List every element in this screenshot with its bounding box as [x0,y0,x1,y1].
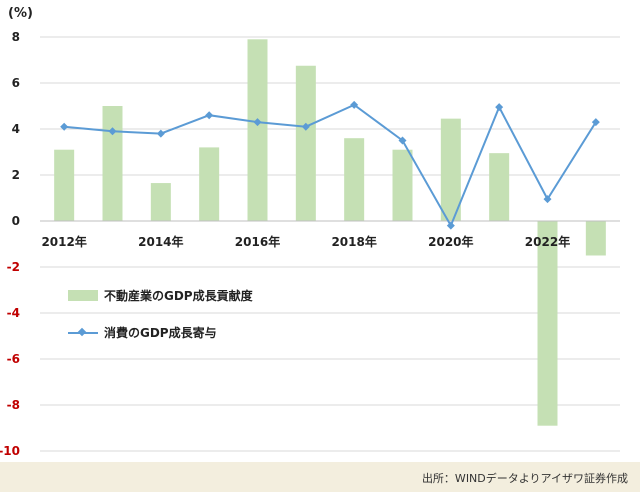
y-tick-label: 0 [12,214,20,228]
y-tick-label: -2 [7,260,20,274]
legend-line-label: 消費のGDP成長寄与 [104,326,217,340]
y-tick-label: 4 [12,122,20,136]
y-tick-label: -8 [7,398,20,412]
legend-bar-swatch [68,290,98,301]
x-tick-label: 2014年 [138,234,183,249]
legend-item-line: 消費のGDP成長寄与 [68,324,217,341]
bar [440,118,461,221]
line-point [591,118,600,127]
line-point [108,127,117,136]
x-tick-label: 2022年 [525,234,570,249]
y-axis-unit: (%) [8,6,33,21]
footer-bar: 出所：WINDデータよりアイザワ証券作成 [0,462,640,492]
line-point [495,103,504,112]
legend-bar-label: 不動産業のGDP成長貢献度 [104,289,253,303]
line-point [301,122,310,131]
bar [102,106,123,221]
bar [392,149,413,221]
bar [585,221,606,256]
y-tick-label: -4 [7,306,20,320]
line-point [446,221,455,230]
line-point [398,136,407,145]
x-tick-label: 2012年 [41,234,86,249]
line-point [253,118,262,127]
source-note: 出所：WINDデータよりアイザワ証券作成 [421,472,628,485]
line-point [60,122,69,131]
y-tick-label: 8 [12,30,20,44]
line-point [543,195,552,204]
legend-line-swatch [68,327,98,339]
y-tick-label: -10 [0,444,20,458]
x-tick-label: 2016年 [235,234,280,249]
bar [247,39,268,221]
bar [54,149,75,221]
y-tick-label: -6 [7,352,20,366]
bar [537,221,558,426]
line-point [156,129,165,138]
bar [489,153,510,221]
line-point [205,111,214,120]
x-tick-label: 2020年 [428,234,473,249]
y-tick-label: 2 [12,168,20,182]
bar [199,147,220,221]
x-tick-label: 2018年 [331,234,376,249]
legend-item-bar: 不動産業のGDP成長貢献度 [68,287,253,304]
y-tick-label: 6 [12,76,20,90]
bar [344,138,365,221]
line-point [350,100,359,109]
bar [150,183,171,221]
bar [295,65,316,221]
line-series [64,103,597,228]
